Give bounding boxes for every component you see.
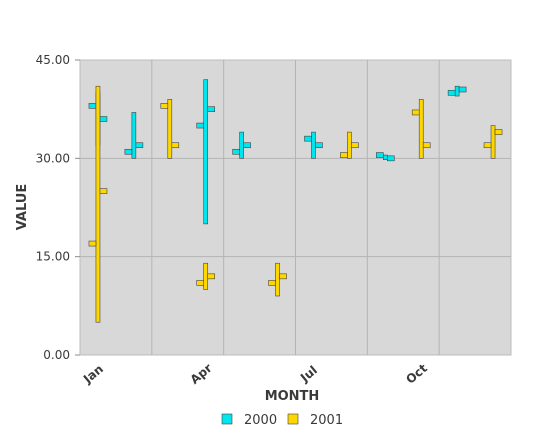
x-tick-label: Apr: [188, 361, 215, 387]
legend-swatch: [221, 413, 233, 425]
close-tick: [171, 142, 180, 149]
y-tick-labels: 0.00 15.00 30.00 45.00: [36, 53, 70, 362]
y-tick-label: 15.00: [36, 250, 70, 264]
high-low-bar: [203, 262, 209, 290]
open-tick: [411, 109, 420, 116]
legend-swatch: [287, 413, 299, 425]
high-low-bar: [382, 154, 388, 160]
y-tick-label: 0.00: [43, 348, 70, 362]
open-tick: [447, 89, 456, 96]
close-tick: [386, 155, 395, 162]
close-tick: [207, 273, 216, 280]
ohlc-mark-2001: [268, 262, 287, 297]
high-low-bar: [167, 99, 173, 159]
open-tick: [268, 280, 276, 286]
close-tick: [135, 142, 144, 149]
ohlc-mark-2000: [196, 79, 216, 225]
y-tick-label: 45.00: [36, 53, 70, 67]
data-series: [88, 79, 503, 323]
ohlc-mark-2001: [88, 85, 108, 323]
ohlc-mark-2001: [411, 99, 431, 159]
close-tick: [315, 142, 323, 149]
y-tick-label: 30.00: [36, 151, 70, 165]
high-low-bar: [239, 131, 244, 159]
close-tick: [279, 273, 287, 280]
high-low-bar: [311, 131, 316, 159]
close-tick: [351, 142, 359, 149]
ohlc-mark-2001: [196, 262, 216, 290]
close-tick: [99, 116, 108, 122]
ohlc-mark-2001: [160, 99, 180, 159]
ohlc-mark-2000: [375, 152, 395, 162]
high-low-bar: [275, 262, 280, 297]
close-tick: [422, 142, 431, 149]
high-low-bar: [490, 125, 496, 159]
open-tick: [232, 148, 240, 155]
open-tick: [196, 280, 205, 286]
open-tick: [483, 142, 492, 149]
legend-label: 2000: [244, 413, 277, 428]
close-tick: [494, 129, 503, 135]
legend-label: 2001: [310, 413, 343, 428]
close-tick: [99, 188, 108, 194]
x-axis-title: MONTH: [265, 389, 320, 404]
x-tick-label: Jan: [80, 362, 106, 387]
open-tick: [160, 103, 169, 109]
y-axis-title: VALUE: [15, 184, 30, 231]
close-tick: [207, 106, 216, 112]
open-tick: [124, 148, 133, 155]
high-low-bar: [418, 99, 424, 159]
high-low-bar: [95, 85, 101, 323]
open-tick: [196, 122, 205, 129]
ohlc-mark-2000: [232, 131, 251, 159]
open-tick: [304, 135, 312, 142]
open-tick: [340, 152, 348, 158]
close-tick: [243, 142, 251, 149]
ohlc-mark-2000: [304, 131, 323, 159]
close-tick: [458, 86, 467, 93]
open-tick: [88, 103, 97, 109]
high-low-bar: [131, 112, 137, 159]
high-low-bar: [347, 131, 352, 159]
ohlc-mark-2000: [447, 85, 467, 97]
x-tick-label: Oct: [403, 361, 430, 387]
legend: 2000 2001: [221, 413, 343, 428]
open-tick: [375, 152, 384, 158]
x-tick-labels: Jan Apr Jul Oct: [80, 361, 430, 387]
ohlc-mark-2001: [483, 125, 503, 159]
high-low-bar: [203, 79, 209, 225]
ohlc-mark-2000: [124, 112, 144, 159]
open-tick: [88, 240, 97, 247]
grid-lines: [75, 59, 511, 356]
x-tick-label: Jul: [297, 363, 320, 385]
high-low-bar: [454, 85, 460, 97]
ohlc-mark-2001: [340, 131, 359, 159]
